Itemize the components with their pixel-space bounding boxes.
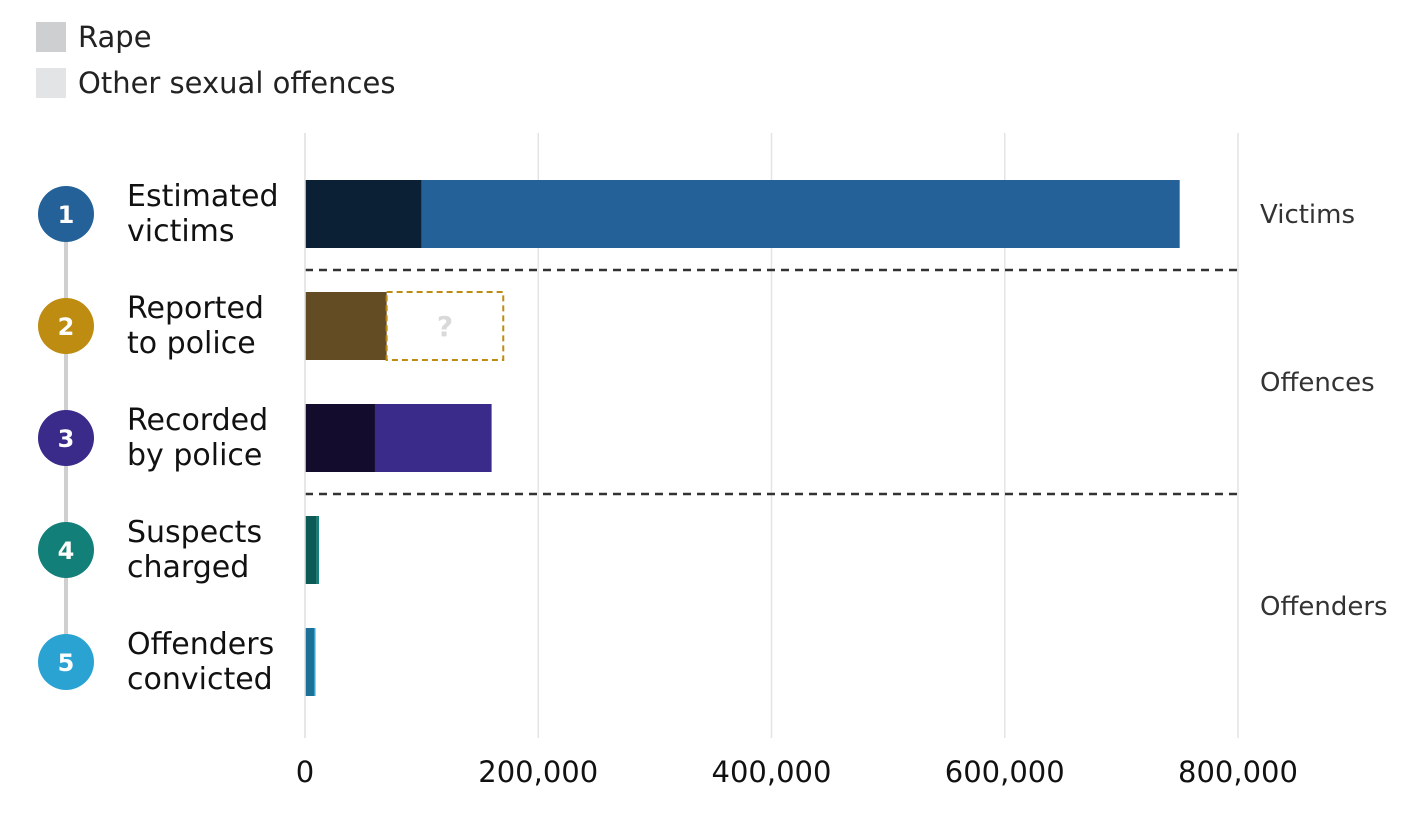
- stage-number-5: 5: [58, 649, 75, 677]
- bar-other-sexual-offences-2-unknown: [385, 291, 505, 361]
- category-label-line: Recorded: [127, 403, 268, 438]
- bar-other-sexual-offences-4: [316, 516, 319, 584]
- category-label-line: Estimated: [127, 179, 279, 214]
- group-label-offences: Offences: [1260, 368, 1375, 398]
- category-label-line: charged: [127, 550, 249, 585]
- stage-circle-4: [38, 522, 94, 578]
- category-label-line: to police: [127, 326, 256, 361]
- category-label-line: convicted: [127, 662, 273, 697]
- x-tick-label-0: 0: [296, 755, 314, 789]
- category-label-line: Suspects: [127, 515, 262, 550]
- bar-other-sexual-offences-5: [314, 628, 316, 696]
- stage-number-2: 2: [58, 313, 75, 341]
- x-tick-label-1: 200,000: [478, 755, 598, 789]
- legend-label-rape: Rape: [78, 20, 152, 54]
- stage-circle-2: [38, 298, 94, 354]
- x-tick-label-4: 800,000: [1178, 755, 1298, 789]
- bar-rape-4: [305, 516, 317, 584]
- category-label-line: Reported: [127, 291, 264, 326]
- bar-other-sexual-offences-3: [374, 404, 492, 472]
- category-label-4: Suspects charged: [127, 515, 262, 585]
- chart-legend: Rape Other sexual offences: [36, 14, 395, 106]
- stage-number-1: 1: [58, 201, 75, 229]
- legend-swatch-rape: [36, 22, 66, 52]
- category-label-line: Offenders: [127, 627, 274, 662]
- group-label-offenders: Offenders: [1260, 592, 1388, 622]
- stage-circle-1: [38, 186, 94, 242]
- x-tick-label-2: 400,000: [712, 755, 832, 789]
- stage-number-4: 4: [58, 537, 75, 565]
- group-label-victims: Victims: [1260, 200, 1355, 230]
- legend-item-other-sexual-offences: Other sexual offences: [36, 60, 395, 106]
- category-label-5: Offenders convicted: [127, 627, 274, 697]
- category-label-line: by police: [127, 438, 262, 473]
- category-label-1: Estimated victims: [127, 179, 279, 249]
- legend-swatch-other-sexual-offences: [36, 68, 66, 98]
- bar-rape-5: [305, 628, 315, 696]
- bar-other-sexual-offences-1: [421, 180, 1180, 248]
- legend-item-rape: Rape: [36, 14, 395, 60]
- stage-circle-5: [38, 634, 94, 690]
- stage-number-3: 3: [58, 425, 75, 453]
- bar-rape-3: [305, 404, 375, 472]
- category-label-2: Reported to police: [127, 291, 264, 361]
- bar-rape-1: [305, 180, 422, 248]
- category-label-line: victims: [127, 214, 235, 249]
- x-tick-label-3: 600,000: [945, 755, 1065, 789]
- unknown-marker-2: ?: [437, 310, 453, 343]
- legend-label-other-sexual-offences: Other sexual offences: [78, 66, 396, 100]
- bar-rape-2: [305, 292, 387, 360]
- stage-circle-3: [38, 410, 94, 466]
- category-label-3: Recorded by police: [127, 403, 268, 473]
